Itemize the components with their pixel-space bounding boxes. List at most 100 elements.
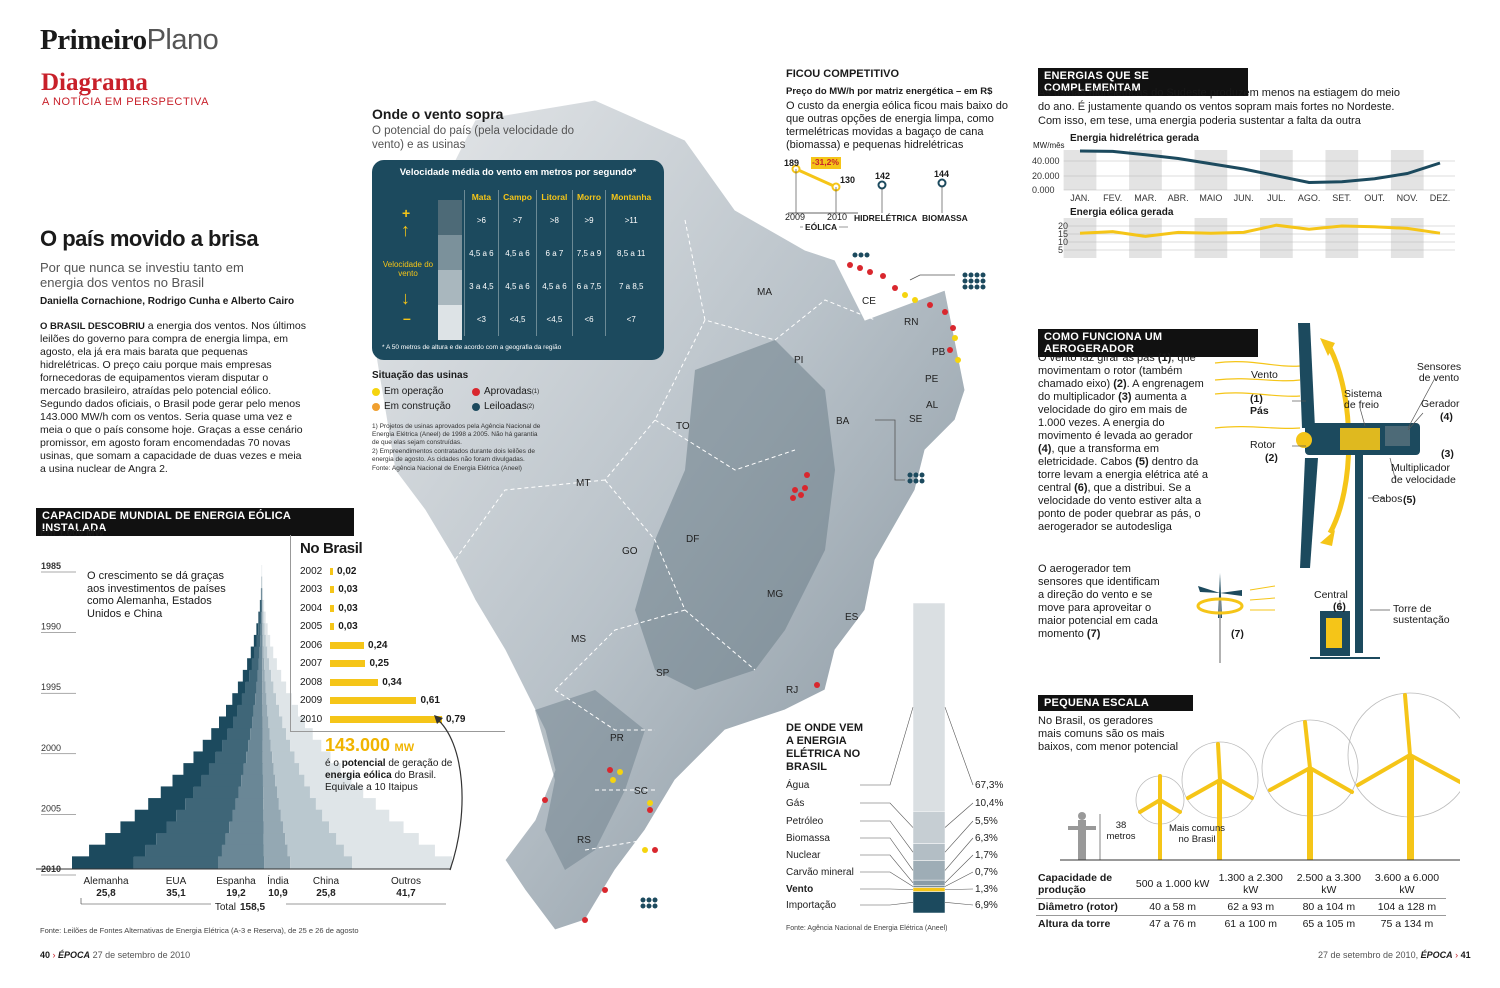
bio-point (937, 178, 947, 188)
brasil-value: 0,61 (420, 695, 440, 707)
footer-right-date: 27 de setembro de 2010, (1318, 950, 1419, 960)
year-tick: 1995 (41, 682, 61, 692)
state-label-pi: PI (794, 355, 804, 366)
turbine-label-torre: Torre de sustentação (1393, 603, 1450, 626)
world-segment (262, 599, 264, 613)
energy-matrix-chart: Água 67,3% Gás 10,4% Petróleo 5,5% Biomassa 6,3… (786, 602, 1003, 914)
matrix-leader (860, 902, 914, 906)
world-segment (262, 588, 264, 601)
world-segment (266, 693, 277, 706)
matrix-leader-right (944, 837, 974, 871)
spec-row: Capacidade de produção 500 a 1.000 kW 1.30… (1036, 870, 1446, 899)
world-segment (282, 716, 306, 729)
world-segment (237, 704, 254, 717)
matrix-segment (912, 891, 946, 914)
spec-cell: 65 a 105 m (1302, 918, 1356, 930)
world-total-value: 158,5 (240, 902, 265, 913)
usinas-legend: Em operação Aprovadas (1) Em construção Leil… (372, 386, 572, 412)
state-label-pr: PR (610, 733, 624, 744)
wind-cell: 4,5 a 6 (497, 237, 537, 270)
country-value: 25,8 (96, 888, 116, 899)
blade-upper (1298, 323, 1315, 428)
month-label: AGO. (1298, 193, 1321, 203)
legend-sup: (1) (531, 388, 540, 395)
map-note: 1) Projetos de usinas aprovados pela Agê… (372, 423, 541, 446)
brand: PrimeiroPlano (40, 24, 219, 57)
world-segment (241, 774, 263, 787)
scale-header: PEQUENA ESCALA (1038, 695, 1193, 711)
world-segment (258, 623, 261, 636)
spec-row-label: Altura da torre (1038, 918, 1111, 930)
footer-left: 40 › ÉPOCA 27 de setembro de 2010 (40, 950, 191, 960)
brasil-row: 2003 0,03 (300, 581, 500, 600)
world-segment (251, 658, 259, 671)
world-segment (260, 634, 263, 648)
state-label-go: GO (622, 546, 638, 557)
world-segment (262, 716, 269, 729)
world-segment (201, 774, 242, 787)
world-segment (263, 809, 281, 822)
month-band (1325, 218, 1359, 258)
how-header: COMO FUNCIONA UM AEROGERADOR (1038, 329, 1258, 357)
world-segment (261, 599, 263, 613)
wind-cell: 6 a 7,5 (571, 270, 606, 303)
world-segment (264, 623, 268, 636)
complement-text: As usinas hidrelétricas do Sudeste produ… (1038, 87, 1400, 127)
month-label: ABR. (1168, 193, 1189, 203)
world-segment (258, 611, 260, 624)
brasil-bar (330, 715, 442, 723)
world-segment (261, 611, 263, 624)
world-segment (268, 716, 283, 729)
brasil-value: 0,03 (338, 621, 358, 633)
world-segment (253, 634, 257, 648)
brasil-value: 0,02 (337, 565, 357, 577)
state-label-sc: SC (634, 786, 648, 797)
month-band (1390, 218, 1424, 258)
world-segment (343, 844, 435, 857)
wind-speed-table: Mata Campo Litoral Morro Montanha >6 >7 >8 >9 >11… (464, 190, 656, 336)
hydro-tick: 20.000 (1032, 171, 1060, 181)
world-segment (262, 658, 265, 671)
world-segment (258, 658, 263, 671)
world-segment (226, 704, 238, 717)
world-segment (193, 786, 239, 799)
month-label: OUT. (1364, 193, 1385, 203)
state-borders (454, 219, 876, 851)
world-segment (193, 751, 216, 764)
matrix-leader (860, 837, 914, 871)
article-text: a energia dos ventos. Nos últimos leilõe… (40, 320, 306, 475)
world-segment (260, 599, 262, 613)
footer-right: 27 de setembro de 2010, ÉPOCA › 41 (1318, 950, 1471, 960)
world-segment (248, 739, 263, 752)
turbine-label-gerador_n: (4) (1440, 411, 1453, 423)
wind-tick: 5 (1058, 245, 1063, 255)
matrix-segment (912, 860, 946, 881)
month-band (1194, 150, 1228, 190)
brasil-year: 2002 (300, 565, 323, 577)
world-segment (277, 786, 310, 799)
matrix-label: Petróleo (786, 816, 824, 827)
spec-cell: 47 a 76 m (1149, 918, 1196, 930)
map-note: 2) Empreendimentos contratados durante d… (372, 448, 535, 463)
world-segment (265, 634, 271, 648)
wind-cell: 8,5 a 11 (605, 237, 656, 270)
month-band (1063, 150, 1097, 190)
world-segment (287, 844, 344, 857)
brasil-year: 2005 (300, 621, 323, 633)
spec-row: Altura da torre 47 a 76 m 61 a 100 m 65 a 1… (1036, 915, 1446, 933)
matrix-label: Carvão mineral (786, 867, 854, 878)
price-year-2009: 2009 (785, 212, 806, 222)
brasil-row: 2007 0,25 (300, 655, 500, 674)
world-segment (269, 728, 287, 741)
world-segment (176, 809, 233, 822)
state-label-ma: MA (757, 287, 772, 298)
spec-row-label: Diâmetro (rotor) (1038, 901, 1118, 913)
state-label-ce: CE (862, 296, 876, 307)
brasil-value: 0,03 (338, 584, 358, 596)
matrix-leader (860, 888, 914, 890)
turbine-label-freio: Sistema de freio (1344, 388, 1382, 411)
matrix-leader (860, 871, 914, 887)
world-segment (256, 623, 259, 636)
world-segment (227, 728, 251, 741)
wind-cell: >6 (464, 204, 499, 237)
